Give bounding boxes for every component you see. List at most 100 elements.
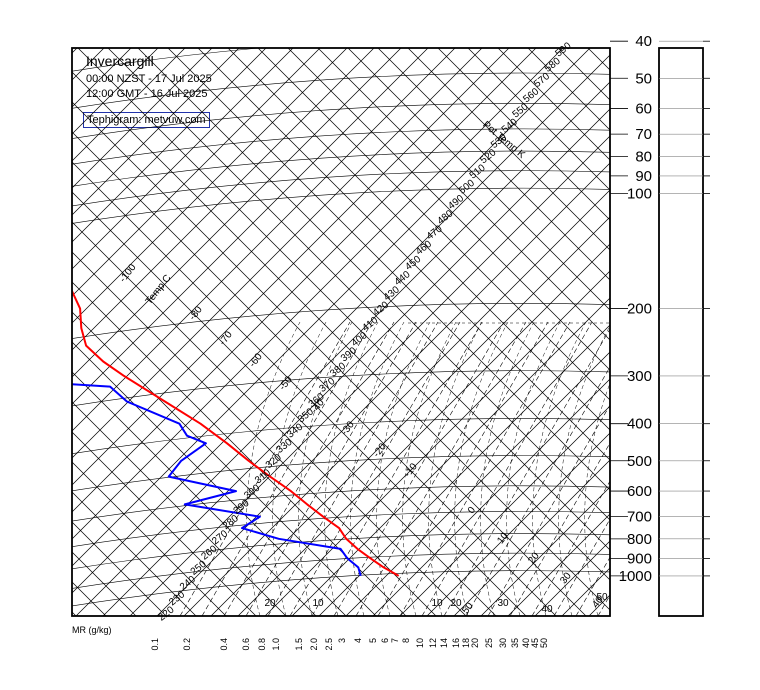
mixing-ratio-tick-label: 2.5 (324, 638, 334, 651)
moist-adiabat-line (350, 321, 405, 616)
isotherm-line (0, 0, 60, 690)
isotherm-line (72, 161, 527, 616)
mixing-ratio-tick-label: 0.6 (241, 638, 251, 651)
moist-adiabat-line (584, 382, 610, 616)
mixing-ratio-line (752, 322, 760, 616)
isobar-line (72, 150, 610, 187)
pressure-tick-label: 500 (627, 453, 652, 470)
mixing-ratio-line (509, 442, 610, 616)
isotherm-tick-label: 50 (460, 600, 476, 616)
mixing-ratio-line (531, 480, 610, 616)
isotherm-line (72, 431, 257, 616)
pressure-tick-label: 50 (635, 70, 652, 87)
mixing-ratio-line (333, 321, 505, 616)
isotherm-line (497, 48, 610, 161)
isotherm-tick-label: 10 (495, 530, 511, 546)
pressure-tick-label: 60 (635, 101, 652, 118)
isotherm-line (72, 251, 437, 616)
pressure-tick-label: 90 (635, 168, 652, 185)
isotherm-tick-label: -100 (118, 262, 139, 285)
isotherm-line (0, 0, 30, 690)
mixing-ratio-line (686, 322, 760, 616)
dry-adiabat-line (677, 0, 760, 690)
mixing-ratio-tick-label: 1.5 (294, 638, 304, 651)
mixing-ratio-line (223, 321, 395, 616)
isotherm-tick-label: -30 (339, 419, 357, 438)
dry-adiabat-line (596, 0, 760, 690)
dry-adiabat-line (72, 48, 456, 432)
mixing-ratio-tick-label: 25 (484, 638, 494, 648)
dry-adiabat-line (561, 567, 610, 616)
dry-adiabat-line (650, 0, 760, 690)
station-name: Invercargill (86, 53, 154, 69)
mixing-ratio-tick-label: 0.2 (182, 638, 192, 651)
isobar-line (72, 128, 610, 165)
isotherm-line (660, 0, 760, 690)
isotherm-line (72, 491, 197, 616)
pressure-tick-label: 200 (627, 301, 652, 318)
dry-adiabat-line (426, 432, 610, 616)
moist-adiabat-line (428, 321, 483, 616)
pressure-tick-label: 40 (635, 33, 652, 50)
dry-adiabat-line (0, 0, 44, 690)
dry-adiabat-line (731, 0, 760, 690)
dry-adiabat-line (237, 243, 610, 616)
isotherm-bottom-label: 40 (541, 604, 553, 615)
isotherm-bottom-label: 20 (264, 598, 276, 609)
isotherm-tick-label: -50 (277, 374, 295, 393)
dry-adiabat-line (704, 0, 760, 690)
dry-adiabat-line (72, 48, 564, 540)
isotherm-line (72, 521, 167, 616)
mixing-ratio-line (245, 321, 417, 616)
dry-adiabat-line (534, 540, 610, 616)
mixing-ratio-line (708, 322, 760, 616)
mixing-ratio-tick-label: 5 (368, 638, 378, 643)
isotherm-line (377, 48, 610, 281)
mixing-ratio-tick-label: 7 (390, 638, 400, 643)
dry-adiabat-line (72, 48, 267, 243)
mixing-ratio-tick-label: 2.0 (309, 638, 319, 651)
moist-adiabat-line (532, 321, 587, 616)
dry-adiabat-line (345, 351, 610, 616)
dry-adiabat-line (210, 216, 610, 616)
mixing-ratio-line (664, 322, 760, 616)
dry-adiabat-line (453, 459, 610, 616)
mixing-ratio-tick-label: 10 (415, 638, 425, 648)
series-temperature (72, 288, 400, 577)
isotherm-line (137, 48, 610, 521)
isotherm-line (407, 48, 610, 251)
pressure-tick-label: 80 (635, 148, 652, 165)
dry-adiabat-line (72, 48, 186, 162)
utc-time: 12:00 GMT - 16 Jul 2025 (86, 88, 208, 100)
isotherm-bottom-label: 50 (596, 592, 608, 603)
pressure-tick-label: 1000 (619, 568, 652, 585)
mixing-ratio-tick-label: 40 (521, 638, 531, 648)
mixing-ratio-tick-label: 0.4 (219, 638, 229, 651)
isotherm-tick-label: 0 (466, 505, 478, 517)
isobar-line (72, 570, 610, 607)
isotherm-line (317, 48, 610, 341)
mixing-ratio-tick-label: 0.8 (257, 638, 267, 651)
pressure-tick-label: 800 (627, 531, 652, 548)
mixing-ratio-line (377, 321, 549, 616)
dry-adiabat-line (183, 189, 610, 616)
dry-adiabat-line (507, 513, 610, 616)
isotherm-line (72, 191, 497, 616)
pressure-tick-label: 70 (635, 126, 652, 143)
mixing-ratio-line (289, 321, 461, 616)
mixing-ratio-line (487, 404, 610, 616)
mixing-ratio-tick-label: 1.0 (271, 638, 281, 651)
dry-adiabat-line (0, 0, 71, 690)
dry-adiabat-line (75, 81, 610, 616)
dry-adiabat-line (72, 48, 159, 135)
isotherm-tick-label: -20 (371, 441, 389, 460)
pressure-tick-label: 600 (627, 483, 652, 500)
isobar-line (72, 533, 610, 570)
moist-adiabat-line (376, 321, 431, 616)
mixing-ratio-line (421, 321, 593, 616)
isotherm-line (72, 101, 587, 616)
isotherm-bottom-label: 30 (497, 598, 509, 609)
mixing-ratio-line (311, 321, 483, 616)
